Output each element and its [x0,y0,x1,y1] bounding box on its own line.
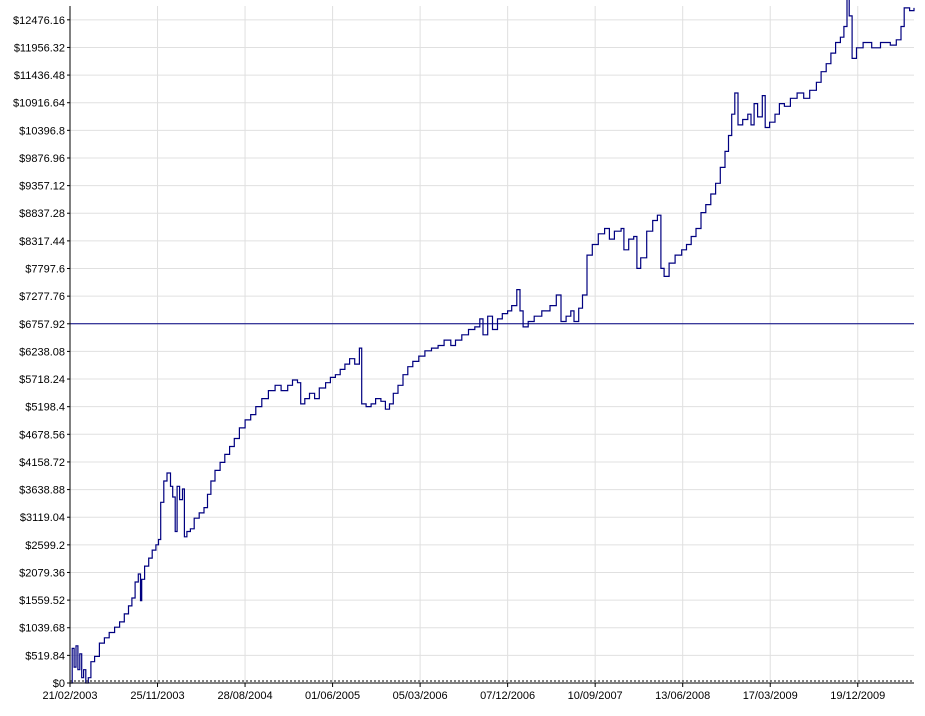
y-tick-label: $4158.72 [19,457,65,469]
y-tick-label: $3119.04 [20,512,65,524]
y-tick-label: $12476.16 [13,15,65,27]
y-tick-label: $11956.32 [14,42,65,54]
gridlines [70,6,914,683]
x-tick-label: 07/12/2006 [480,690,535,702]
series-line [70,0,915,684]
y-tick-label: $519.84 [25,650,65,662]
y-axis-ticks: $0 $519.84 $1039.68 $1559.52 $2079.36 $2599.2… [13,15,70,690]
x-tick-label: 10/09/2007 [568,690,623,702]
y-tick-label: $8837.28 [19,208,65,220]
axes [69,6,914,684]
y-tick-label: $10916.64 [13,98,65,110]
y-tick-label: $1559.52 [19,595,65,607]
y-tick-label: $1039.68 [19,623,65,635]
x-tick-label: 01/06/2005 [305,690,360,702]
x-tick-label: 17/03/2009 [743,690,798,702]
x-tick-label: 19/12/2009 [830,690,885,702]
x-tick-label: 25/11/2003 [130,690,184,702]
x-axis-ticks: 21/02/2003 25/11/2003 28/08/2004 01/06/2005… [42,683,885,702]
x-tick-label: 05/03/2006 [393,690,448,702]
y-tick-label: $5198.4 [25,402,65,414]
y-tick-label: $0 [53,678,65,690]
y-tick-label: $6238.08 [19,346,65,358]
y-tick-label: $10396.8 [19,125,65,137]
y-tick-label: $8317.44 [19,236,65,248]
y-tick-label: $11436.48 [14,70,65,82]
x-tick-label: 13/06/2008 [655,690,710,702]
y-tick-label: $7797.6 [25,264,65,276]
y-tick-label: $9357.12 [19,181,65,193]
y-tick-label: $9876.96 [19,153,65,165]
y-tick-label: $4678.56 [19,429,65,441]
y-tick-label: $2599.2 [25,540,65,552]
y-tick-label: $3638.88 [19,485,65,497]
y-tick-label: $2079.36 [19,567,65,579]
x-tick-label: 28/08/2004 [218,690,273,702]
y-tick-label: $6757.92 [19,319,65,331]
y-tick-label: $5718.24 [19,374,65,386]
y-tick-label: $7277.76 [19,291,65,303]
x-tick-label: 21/02/2003 [42,690,97,702]
